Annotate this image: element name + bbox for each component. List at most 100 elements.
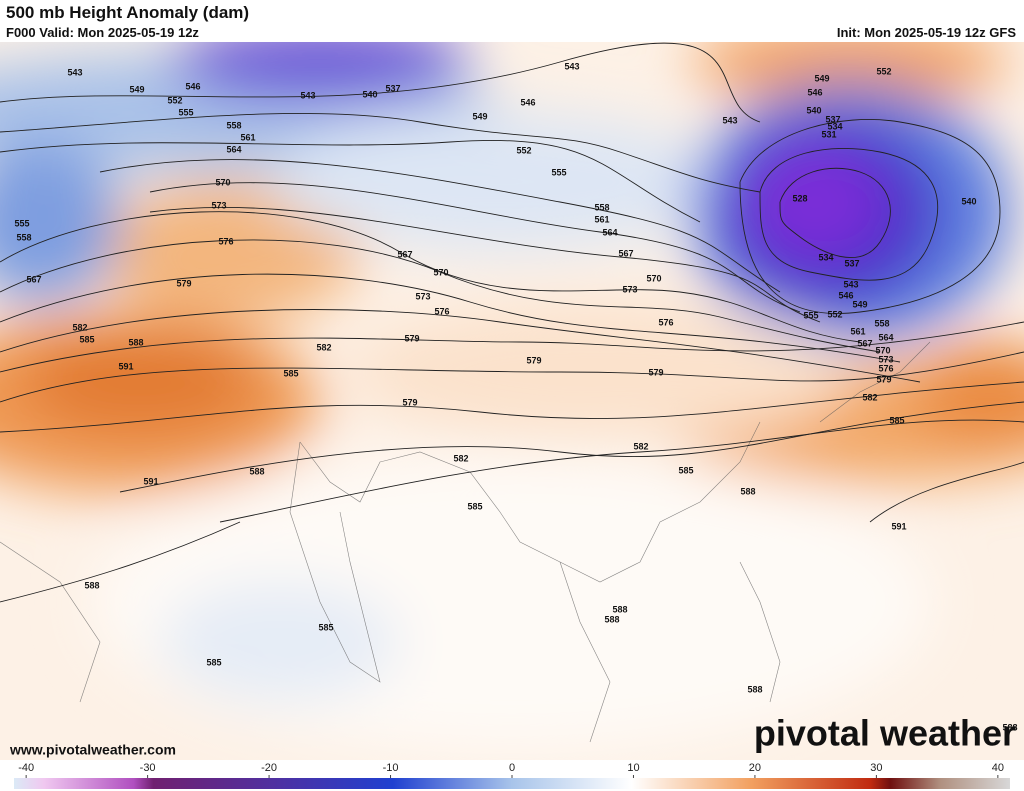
contour-label: 549	[814, 73, 829, 83]
contour-label: 564	[878, 332, 893, 342]
contour-label: 588	[740, 486, 755, 496]
contour-label: 576	[218, 236, 233, 246]
contour-label: 582	[316, 342, 331, 352]
contour-label: 561	[850, 326, 865, 336]
contour-label: 573	[878, 354, 893, 364]
contour-label: 591	[118, 361, 133, 371]
contour-label: 570	[646, 273, 661, 283]
contour-label: 552	[827, 309, 842, 319]
contour-label: 588	[84, 580, 99, 590]
contour-label: 549	[472, 111, 487, 121]
contour-label: 540	[961, 196, 976, 206]
colorbar-tick-label: 30	[870, 762, 882, 774]
height-contours	[0, 42, 1024, 603]
contour-label: 540	[362, 89, 377, 99]
contour-label: 573	[415, 291, 430, 301]
contour-label: 558	[16, 232, 31, 242]
contour-label: 537	[825, 114, 840, 124]
contour-label: 588	[612, 604, 627, 614]
contour-label: 552	[516, 145, 531, 155]
contour-label: 588	[747, 684, 762, 694]
contour-label: 555	[803, 310, 818, 320]
contour-label: 549	[852, 299, 867, 309]
contour-label: 570	[215, 177, 230, 187]
contour-label: 549	[129, 84, 144, 94]
contour-label: 579	[526, 355, 541, 365]
contour-label: 543	[67, 67, 82, 77]
contour-label: 543	[722, 115, 737, 125]
colorbar-tick-label: 10	[627, 762, 639, 774]
contour-label: 537	[844, 258, 859, 268]
contour-label: 558	[226, 120, 241, 130]
contour-label: 591	[143, 476, 158, 486]
contour-label: 534	[818, 252, 833, 262]
contour-label: 567	[618, 248, 633, 258]
contour-label: 588	[1002, 722, 1017, 732]
contour-label: 579	[402, 397, 417, 407]
contour-label: 591	[891, 521, 906, 531]
contour-label: 546	[520, 97, 535, 107]
contour-label: 555	[178, 107, 193, 117]
init-time: Init: Mon 2025-05-19 12z GFS	[836, 25, 1016, 40]
coastlines	[0, 341, 931, 743]
contour-label: 534	[827, 121, 842, 131]
contour-label: 582	[72, 322, 87, 332]
contour-label: 567	[397, 249, 412, 259]
anomaly-shading	[0, 42, 1024, 760]
contour-label: 585	[678, 465, 693, 475]
contour-label: 555	[14, 218, 29, 228]
colorbar: -40 -30 -20 -10 0 10 20 30 40	[14, 762, 1010, 789]
contour-label: 579	[648, 367, 663, 377]
contour-label: 585	[79, 334, 94, 344]
contour-label: 576	[434, 306, 449, 316]
colorbar-scale	[14, 778, 1010, 789]
colorbar-tick-label: -20	[261, 762, 277, 774]
colorbar-tick-label: 20	[749, 762, 761, 774]
contour-label: 561	[240, 132, 255, 142]
contour-label: 564	[226, 144, 241, 154]
contour-label: 585	[467, 501, 482, 511]
contour-label: 561	[594, 214, 609, 224]
contour-label: 570	[433, 267, 448, 277]
contour-label: 585	[889, 415, 904, 425]
contour-label: 537	[385, 83, 400, 93]
contour-label: 579	[404, 333, 419, 343]
contour-label: 582	[862, 392, 877, 402]
contour-label: 588	[604, 614, 619, 624]
contour-label: 579	[876, 374, 891, 384]
contour-label: 552	[876, 66, 891, 76]
contour-label: 543	[564, 61, 579, 71]
contour-label: 552	[167, 95, 182, 105]
contour-label: 546	[185, 81, 200, 91]
map-title: 500 mb Height Anomaly (dam)	[6, 3, 250, 22]
contour-label: 546	[807, 87, 822, 97]
colorbar-tick-label: 40	[992, 762, 1004, 774]
contour-label: 531	[821, 129, 836, 139]
contour-label: 567	[857, 338, 872, 348]
colorbar-tick-label: -30	[140, 762, 156, 774]
contour-label: 540	[806, 105, 821, 115]
contour-label: 558	[874, 318, 889, 328]
contour-label: 555	[551, 167, 566, 177]
contour-label: 543	[843, 279, 858, 289]
contour-label: 546	[838, 290, 853, 300]
valid-time: F000 Valid: Mon 2025-05-19 12z	[6, 25, 199, 40]
contour-label: 564	[602, 227, 617, 237]
contour-label: 585	[283, 368, 298, 378]
website: www.pivotalweather.com	[9, 742, 176, 758]
contour-label: 588	[128, 337, 143, 347]
contour-label: 573	[622, 284, 637, 294]
contour-label: 582	[453, 453, 468, 463]
contour-label: 576	[658, 317, 673, 327]
contour-label: 570	[875, 345, 890, 355]
contour-label: 558	[594, 202, 609, 212]
colorbar-tick-label: 0	[509, 762, 515, 774]
colorbar-tick-label: -40	[18, 762, 34, 774]
contour-label: 588	[249, 466, 264, 476]
contour-label: 585	[318, 622, 333, 632]
contour-label: 528	[792, 193, 807, 203]
contour-label: 579	[176, 278, 191, 288]
contour-label: 585	[206, 657, 221, 667]
colorbar-tick-label: -10	[383, 762, 399, 774]
